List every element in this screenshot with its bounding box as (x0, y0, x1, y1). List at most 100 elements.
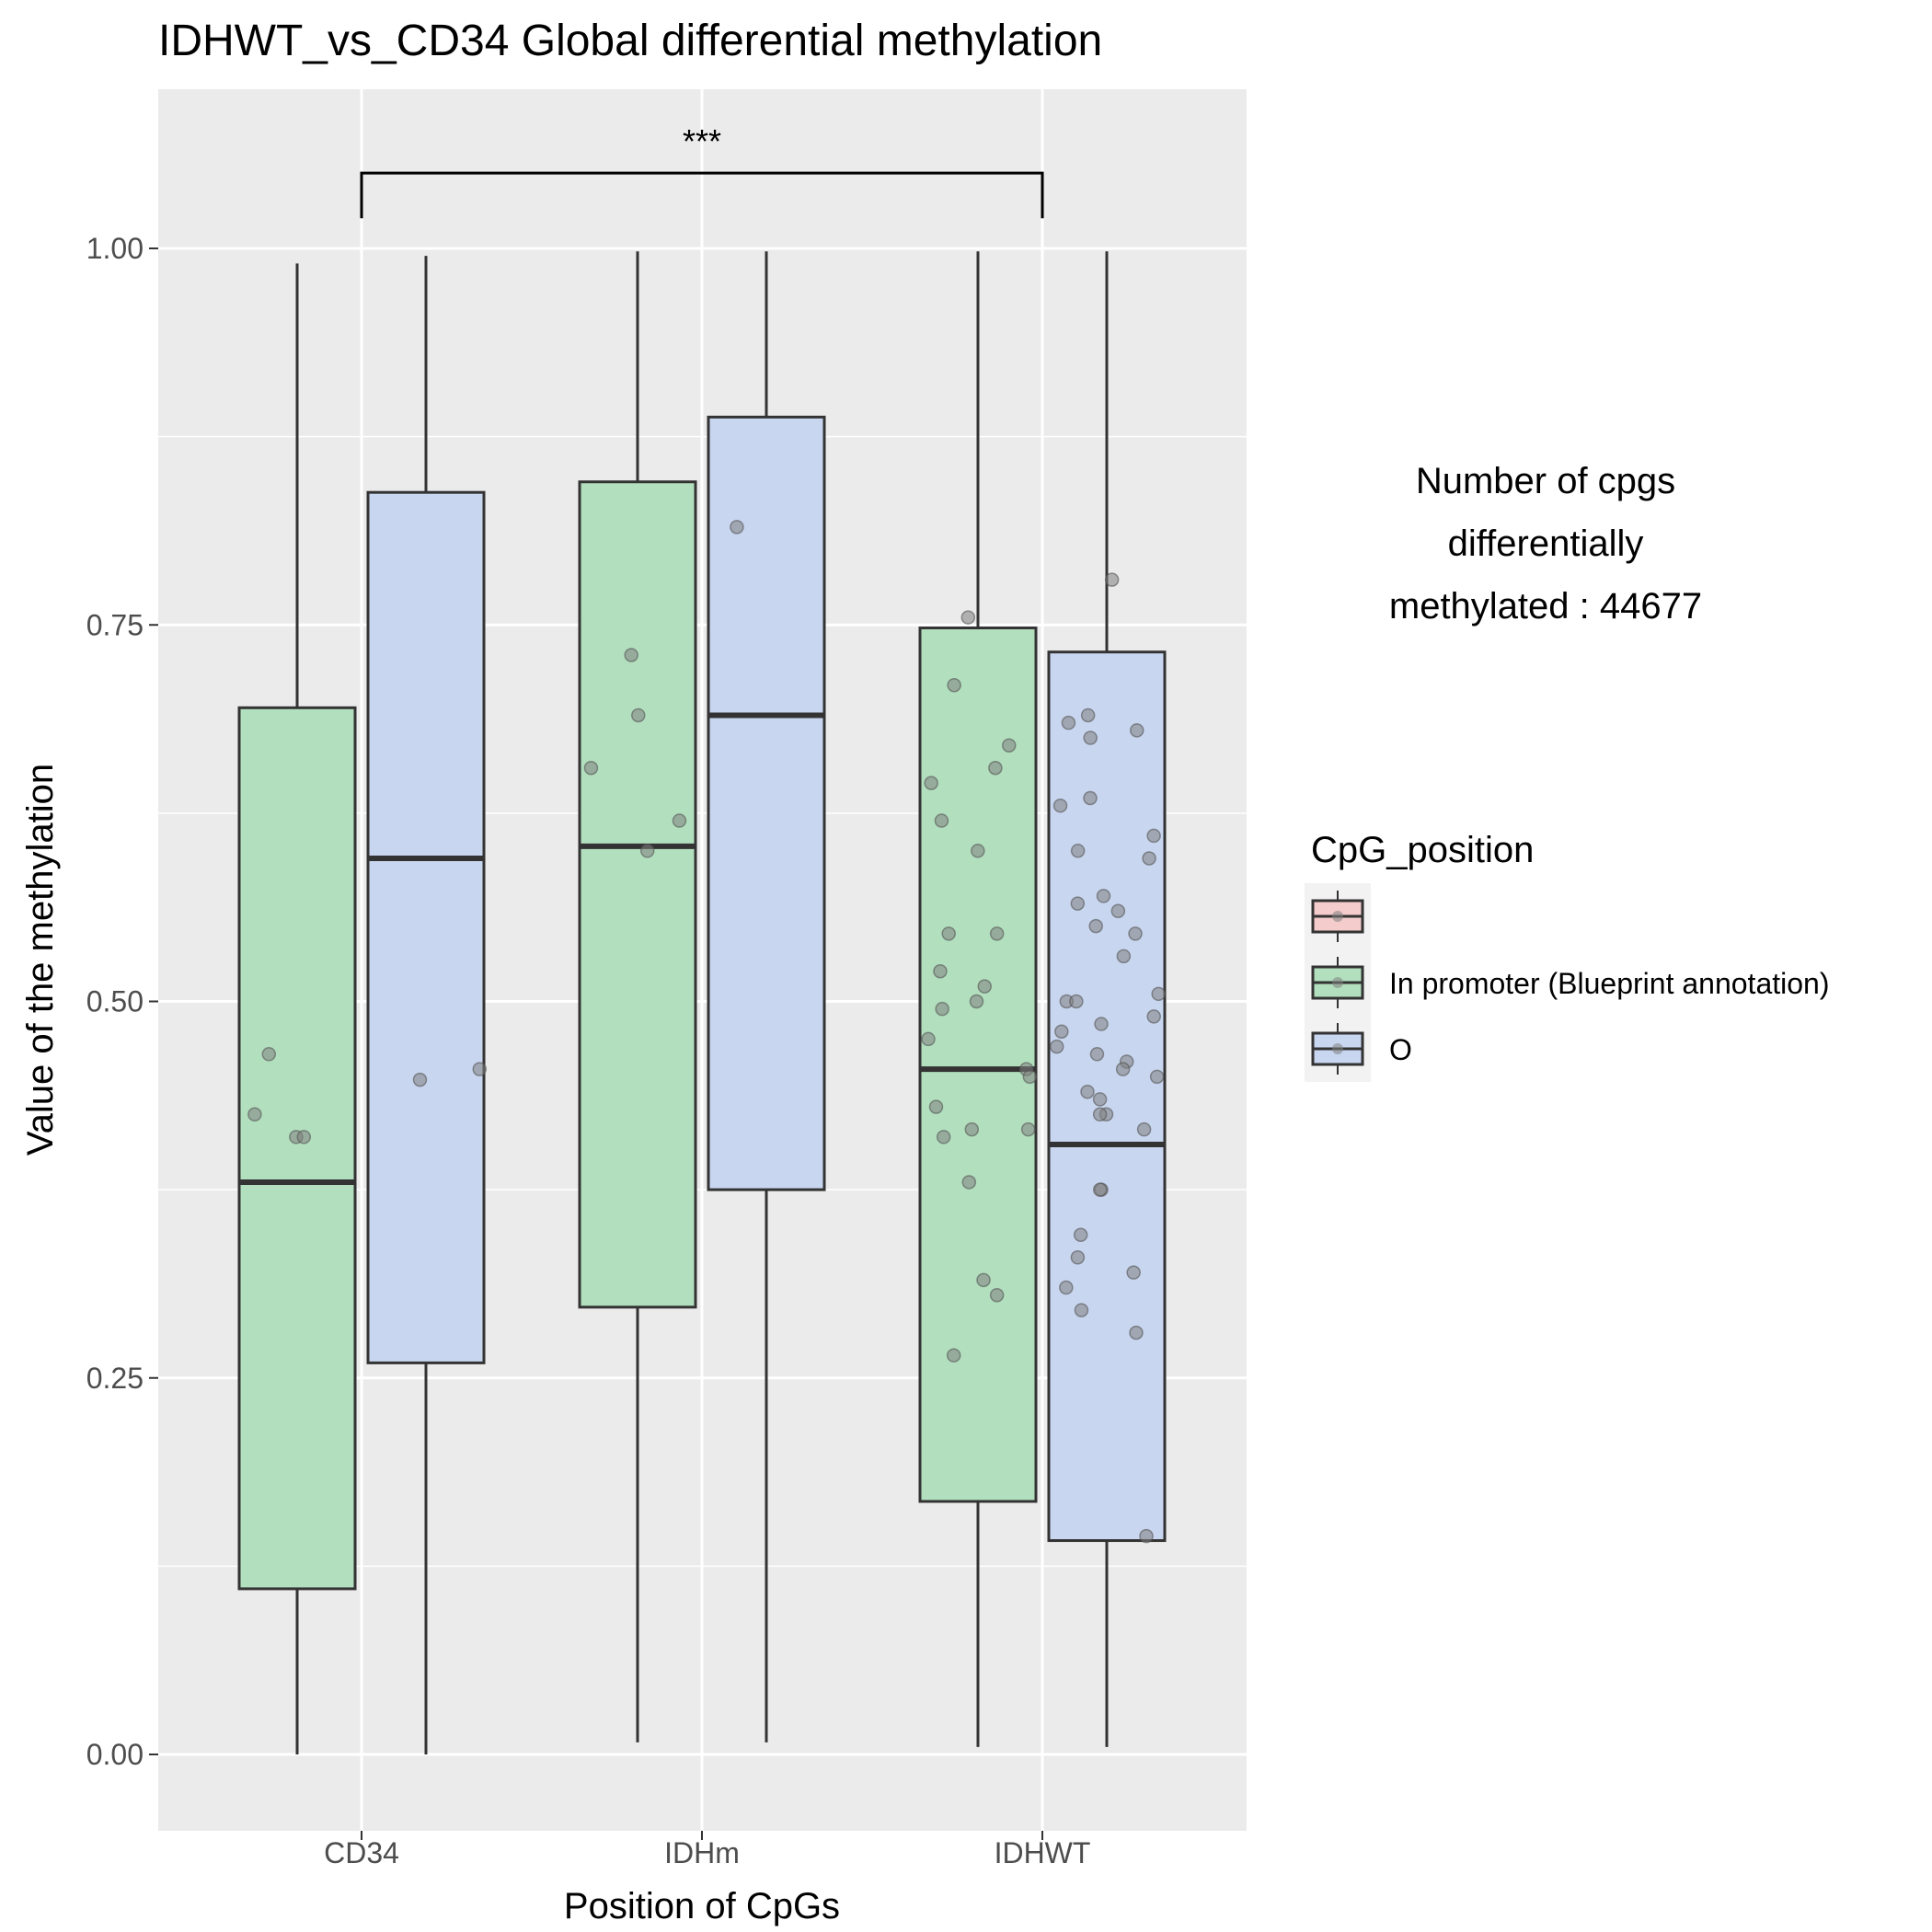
data-point (971, 844, 985, 858)
data-point (1070, 896, 1086, 911)
data-point (1149, 1069, 1165, 1085)
data-point (1070, 1250, 1086, 1265)
data-point (1094, 1017, 1109, 1031)
data-point (1110, 903, 1126, 919)
jitter-points-layer (247, 520, 1166, 1544)
data-point (969, 994, 984, 1009)
x-axis-title: Position of CpGs (564, 1886, 840, 1926)
data-point (964, 1121, 980, 1137)
data-point (977, 979, 992, 994)
data-point (976, 1272, 991, 1288)
y-tick-label: 0.25 (86, 1362, 144, 1395)
y-tick-label: 1.00 (86, 232, 144, 265)
data-point (639, 844, 655, 858)
data-point (1020, 1121, 1036, 1137)
data-point (989, 926, 1005, 941)
chart-title: IDHWT_vs_CD34 Global differential methyl… (158, 17, 1102, 65)
data-point (1049, 1039, 1064, 1054)
legend-title: CpG_position (1311, 830, 1534, 870)
box-idhwt (918, 627, 1038, 1503)
data-point (1069, 994, 1084, 1009)
data-point (1129, 723, 1144, 738)
legend-key-point (1332, 1043, 1343, 1054)
data-point (1059, 1280, 1074, 1295)
data-point (1142, 851, 1156, 866)
data-point (1146, 828, 1161, 844)
box-idhwt (1047, 650, 1167, 1543)
data-point (1151, 986, 1166, 1002)
data-point (988, 761, 1003, 776)
boxes-layer (237, 251, 1167, 1754)
data-point (672, 813, 687, 828)
x-tick-label: IDHm (664, 1836, 740, 1869)
data-point (924, 776, 938, 790)
data-point (1092, 1092, 1108, 1107)
data-point (1002, 738, 1017, 753)
data-point (1054, 1024, 1069, 1039)
box-idhm (707, 415, 826, 1191)
data-point (934, 813, 949, 828)
data-point (941, 926, 956, 941)
data-point (261, 1047, 277, 1062)
box-idhm (578, 480, 697, 1309)
cpg-count-annotation: Number of cpgs differentially methylated :… (1389, 461, 1702, 627)
data-point (1061, 715, 1076, 730)
data-point (1080, 707, 1096, 723)
data-point (933, 964, 948, 979)
data-point (936, 1130, 951, 1144)
data-point (1074, 1303, 1089, 1317)
y-tick-label: 0.50 (86, 985, 144, 1018)
data-point (1052, 798, 1068, 813)
y-axis-ticks: 0.00 0.25 0.50 0.75 1.00 (86, 232, 158, 1771)
y-tick-label: 0.75 (86, 608, 144, 641)
annotation-line: methylated : 44677 (1389, 586, 1702, 627)
data-point (1115, 1062, 1131, 1076)
box-cd34 (237, 706, 357, 1591)
data-point (412, 1072, 428, 1087)
data-point (1088, 918, 1103, 934)
data-point (247, 1107, 262, 1122)
data-point (1092, 1107, 1108, 1122)
data-point (1022, 1069, 1038, 1085)
data-point (1146, 1009, 1161, 1024)
x-axis-ticks: CD34 IDHm IDHWT (324, 1831, 1090, 1869)
significance-label: *** (683, 122, 721, 160)
x-tick-label: IDHWT (995, 1836, 1091, 1869)
data-point (961, 1175, 977, 1190)
data-point (1136, 1121, 1152, 1137)
data-point (1092, 1182, 1108, 1197)
data-point (1139, 1528, 1154, 1544)
legend: CpG_position In promoter (Blueprint anno… (1305, 830, 1829, 1082)
annotation-line: Number of cpgs (1416, 461, 1675, 501)
legend-key-point (1332, 911, 1343, 922)
data-point (472, 1062, 488, 1076)
box-cd34 (366, 490, 486, 1364)
data-point (935, 1001, 949, 1017)
legend-label: O (1389, 1033, 1412, 1066)
x-tick-label: CD34 (324, 1836, 399, 1869)
data-point (1080, 1084, 1095, 1099)
data-point (1128, 926, 1143, 941)
data-point (296, 1130, 312, 1144)
data-point (1096, 889, 1111, 903)
data-point (1083, 790, 1098, 806)
data-point (947, 677, 961, 693)
data-point (1116, 949, 1132, 964)
legend-key-point (1332, 977, 1343, 988)
data-point (946, 1348, 961, 1363)
y-tick-label: 0.00 (86, 1738, 144, 1771)
data-point (1089, 1047, 1105, 1062)
data-point (1104, 572, 1120, 587)
data-point (631, 707, 646, 723)
data-point (960, 610, 976, 625)
data-point (989, 1287, 1005, 1303)
data-point (1073, 1227, 1088, 1242)
data-point (921, 1031, 936, 1047)
bracket-line (360, 171, 1044, 219)
data-point (1129, 1325, 1144, 1340)
legend-label: In promoter (Blueprint annotation) (1389, 967, 1829, 1000)
significance-bracket: *** (360, 122, 1044, 219)
data-point (1083, 730, 1098, 745)
data-point (583, 761, 599, 776)
